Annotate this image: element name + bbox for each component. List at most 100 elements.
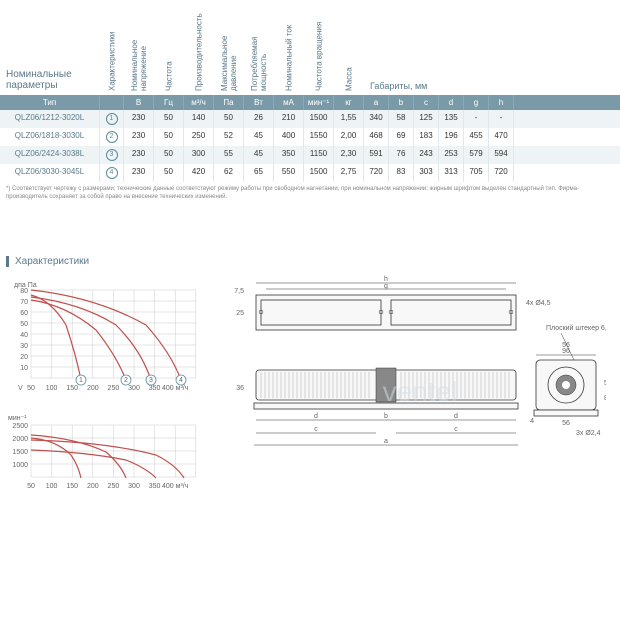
- col-rpm: Частота вращения: [304, 0, 334, 95]
- dim-h: h: [489, 95, 514, 110]
- svg-text:350: 350: [149, 483, 161, 490]
- data-cell: 50: [154, 128, 184, 146]
- svg-text:c: c: [314, 426, 318, 433]
- dim-cell: 591: [364, 146, 389, 164]
- svg-text:80: 80: [20, 288, 28, 295]
- dim-cell: 340: [364, 110, 389, 128]
- data-cell: 400: [274, 128, 304, 146]
- svg-text:10: 10: [20, 365, 28, 372]
- col-frequency: Частота: [154, 0, 184, 95]
- dim-b: b: [389, 95, 414, 110]
- dim-g: g: [464, 95, 489, 110]
- dim-cell: 135: [439, 110, 464, 128]
- type-cell: QLZ06/1212-3020L: [0, 110, 100, 128]
- dim-cell: 594: [489, 146, 514, 164]
- characteristics-title: Характеристики: [6, 256, 614, 267]
- svg-text:83: 83: [604, 395, 606, 402]
- type-cell: QLZ06/1818-3030L: [0, 128, 100, 146]
- data-cell: 350: [274, 146, 304, 164]
- data-cell: 26: [244, 110, 274, 128]
- dim-cell: 58: [389, 110, 414, 128]
- char-cell: 3: [100, 146, 124, 164]
- svg-text:3x Ø2,4: 3x Ø2,4: [576, 430, 601, 437]
- svg-text:36: 36: [236, 385, 244, 392]
- footnote: *) Соответствует чертежу с размерами; те…: [0, 182, 620, 206]
- svg-text:a: a: [384, 438, 388, 445]
- unit-hz: Гц: [154, 95, 184, 110]
- dim-cell: 183: [414, 128, 439, 146]
- svg-text:2: 2: [124, 377, 128, 384]
- dim-cell: 303: [414, 164, 439, 182]
- dim-a: a: [364, 95, 389, 110]
- unit-kg: кг: [334, 95, 364, 110]
- char-cell: 1: [100, 110, 124, 128]
- dim-c: c: [414, 95, 439, 110]
- dim-cell: 125: [414, 110, 439, 128]
- data-cell: 250: [184, 128, 214, 146]
- dim-cell: 455: [464, 128, 489, 146]
- performance-charts: 807060504030201050100150200250300350400 …: [6, 275, 206, 510]
- svg-text:1000: 1000: [12, 462, 28, 469]
- data-cell: 1500: [304, 110, 334, 128]
- dim-cell: 243: [414, 146, 439, 164]
- svg-text:350: 350: [149, 385, 161, 392]
- svg-text:1: 1: [79, 377, 83, 384]
- svg-text:50: 50: [20, 321, 28, 328]
- svg-text:300: 300: [128, 385, 140, 392]
- data-cell: 230: [124, 110, 154, 128]
- unit-pa: Па: [214, 95, 244, 110]
- data-cell: 140: [184, 110, 214, 128]
- char-cell: 4: [100, 164, 124, 182]
- dimensions-label: Габариты, мм: [364, 77, 514, 95]
- data-cell: 2,00: [334, 128, 364, 146]
- dim-d: d: [439, 95, 464, 110]
- col-characteristics: Характеристики: [100, 0, 124, 95]
- dim-cell: 720: [364, 164, 389, 182]
- type-header: Тип: [0, 95, 100, 110]
- svg-text:2000: 2000: [12, 436, 28, 443]
- unit-rpm: мин⁻¹: [304, 95, 334, 110]
- svg-text:20: 20: [20, 354, 28, 361]
- table-row: QLZ06/2424-3038L323050300554535011502,30…: [0, 146, 620, 164]
- col-pressure: Максимальное давление: [214, 0, 244, 95]
- data-cell: 1,55: [334, 110, 364, 128]
- data-cell: 45: [244, 146, 274, 164]
- svg-text:дпа Па: дпа Па: [14, 282, 37, 289]
- svg-text:7,5: 7,5: [234, 288, 244, 295]
- units-row: Тип В Гц м³/ч Па Вт мА мин⁻¹ кг a b c d …: [0, 95, 620, 110]
- svg-text:40: 40: [20, 332, 28, 339]
- svg-text:150: 150: [66, 483, 78, 490]
- data-cell: 45: [244, 128, 274, 146]
- svg-text:50: 50: [27, 483, 35, 490]
- data-cell: 55: [214, 146, 244, 164]
- data-cell: 230: [124, 164, 154, 182]
- dim-cell: 69: [389, 128, 414, 146]
- characteristics-section: Характеристики 8070605040302010501001502…: [0, 256, 620, 510]
- data-cell: 2,75: [334, 164, 364, 182]
- data-cell: 50: [154, 110, 184, 128]
- svg-text:300: 300: [128, 483, 140, 490]
- data-cell: 52: [214, 128, 244, 146]
- svg-text:d: d: [454, 413, 458, 420]
- data-cell: 1500: [304, 164, 334, 182]
- data-cell: 210: [274, 110, 304, 128]
- svg-text:30: 30: [20, 343, 28, 350]
- svg-text:250: 250: [108, 483, 120, 490]
- data-cell: 50: [154, 164, 184, 182]
- data-cell: 62: [214, 164, 244, 182]
- col-voltage: Номинальное напряжение: [124, 0, 154, 95]
- dimension-diagrams: hg7,5254x Ø4,536dbdcca965650835643x Ø2,4…: [226, 275, 614, 510]
- svg-text:4: 4: [179, 377, 183, 384]
- unit-char: [100, 95, 124, 110]
- svg-text:70: 70: [20, 299, 28, 306]
- data-cell: 65: [244, 164, 274, 182]
- col-current: Номинальный ток: [274, 0, 304, 95]
- table-row: QLZ06/3030-3045L423050420626555015002,75…: [0, 164, 620, 182]
- table-header: Номинальные параметры Характеристики Ном…: [0, 0, 620, 95]
- dim-cell: 313: [439, 164, 464, 182]
- col-power: Потребляемая мощность: [244, 0, 274, 95]
- unit-ma: мА: [274, 95, 304, 110]
- svg-text:c: c: [454, 426, 458, 433]
- dim-cell: -: [464, 110, 489, 128]
- svg-text:200: 200: [87, 385, 99, 392]
